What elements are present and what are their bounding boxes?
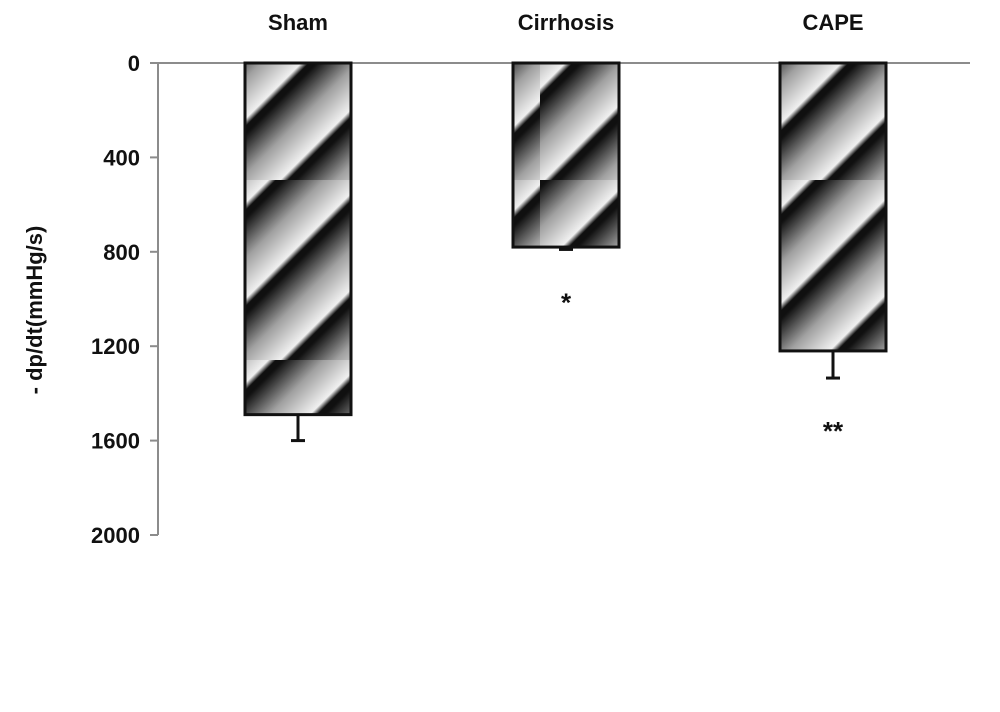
y-tick-label: 0 xyxy=(128,51,140,76)
y-axis-title: - dp/dt(mmHg/s) xyxy=(22,226,47,395)
category-label: Cirrhosis xyxy=(518,10,615,35)
significance-label: ** xyxy=(823,416,844,446)
y-tick-label: 1200 xyxy=(91,334,140,359)
category-label: Sham xyxy=(268,10,328,35)
category-labels: Sham Cirrhosis CAPE xyxy=(268,10,864,35)
bars: *** xyxy=(243,61,888,446)
bar xyxy=(778,61,888,353)
y-axis: 0 400 800 1200 1600 2000 xyxy=(91,51,159,548)
y-tick-label: 2000 xyxy=(91,523,140,548)
category-label: CAPE xyxy=(802,10,863,35)
significance-label: * xyxy=(561,287,572,317)
y-tick-label: 800 xyxy=(103,240,140,265)
bar-group-sham xyxy=(243,61,353,443)
bar xyxy=(511,61,621,249)
bar xyxy=(243,61,353,417)
y-tick-label: 1600 xyxy=(91,429,140,454)
y-tick-label: 400 xyxy=(103,145,140,170)
bar-group-cape: ** xyxy=(778,61,888,446)
bar-group-cirrhosis: * xyxy=(511,61,621,317)
